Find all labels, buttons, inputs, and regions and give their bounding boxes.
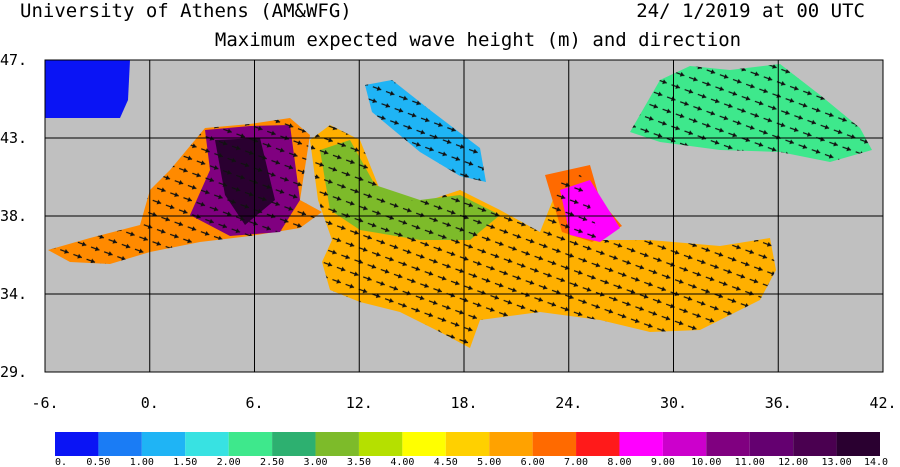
colorbar-box <box>662 432 707 456</box>
colorbar-box <box>445 432 490 456</box>
colorbar-box <box>272 432 316 456</box>
colorbar-box <box>358 432 403 456</box>
y-tick-label: 38. <box>0 207 27 225</box>
colorbar-label: 6.00 <box>521 457 545 467</box>
colorbar-box <box>185 432 229 456</box>
y-tick-label: 47. <box>0 51 27 69</box>
header-right: 24/ 1/2019 at 00 UTC <box>636 0 865 22</box>
colorbar-label: 1.00 <box>130 457 154 467</box>
colorbar-label: 9.00 <box>651 457 675 467</box>
colorbar-label: 2.50 <box>260 457 284 467</box>
colorbar-box <box>98 432 142 456</box>
colorbar-box <box>706 432 750 456</box>
colorbar-label: 14.0 <box>864 457 888 467</box>
y-tick-label: 34. <box>0 285 27 303</box>
colorbar-box <box>576 432 620 456</box>
x-tick-label: 42. <box>869 394 896 412</box>
x-tick-label: 0. <box>141 394 159 412</box>
arrows-east <box>310 125 776 348</box>
colorbar-label: 4.50 <box>434 457 458 467</box>
colorbar-label: 13.00 <box>822 457 852 467</box>
y-tick-label: 29. <box>0 363 27 381</box>
colorbar-label: 0.50 <box>86 457 110 467</box>
colorbar-label: 0. <box>55 457 67 467</box>
colorbar-label: 10.00 <box>691 457 721 467</box>
arrows-adriatic <box>365 80 486 182</box>
arrows-west <box>48 118 322 264</box>
colorbar-label: 1.50 <box>173 457 197 467</box>
colorbar-label: 3.50 <box>347 457 371 467</box>
atlantic <box>45 60 130 118</box>
x-tick-label: 24. <box>555 394 582 412</box>
map-title: Maximum expected wave height (m) and dir… <box>215 29 741 51</box>
colorbar-box <box>489 432 533 456</box>
x-tick-label: 36. <box>765 394 792 412</box>
x-tick-label: 18. <box>450 394 477 412</box>
colorbar-label: 3.00 <box>303 457 327 467</box>
colorbar-label: 11.00 <box>735 457 765 467</box>
colorbar-box <box>749 432 794 456</box>
colorbar-box <box>619 432 663 456</box>
colorbar-label: 2.00 <box>217 457 241 467</box>
colorbar-box <box>793 432 837 456</box>
x-tick-label: 12. <box>346 394 373 412</box>
colorbar-box <box>141 432 186 456</box>
colorbar-label: 7.00 <box>564 457 588 467</box>
colorbar-label: 12.00 <box>778 457 808 467</box>
colorbar-box <box>228 432 273 456</box>
colorbar-box <box>55 432 99 456</box>
x-tick-label: 6. <box>245 394 263 412</box>
colorbar-label: 5.00 <box>477 457 501 467</box>
colorbar-label: 8.00 <box>607 457 631 467</box>
colorbar-box <box>315 432 359 456</box>
colorbar-label: 4.00 <box>390 457 414 467</box>
colorbar-box <box>532 432 577 456</box>
plot-frame <box>44 59 884 373</box>
x-tick-label: 30. <box>660 394 687 412</box>
header-left: University of Athens (AM&WFG) <box>20 0 352 22</box>
y-tick-label: 43. <box>0 129 27 147</box>
colorbar-box <box>402 432 446 456</box>
x-tick-label: -6. <box>31 394 58 412</box>
colorbar-box <box>836 432 880 456</box>
